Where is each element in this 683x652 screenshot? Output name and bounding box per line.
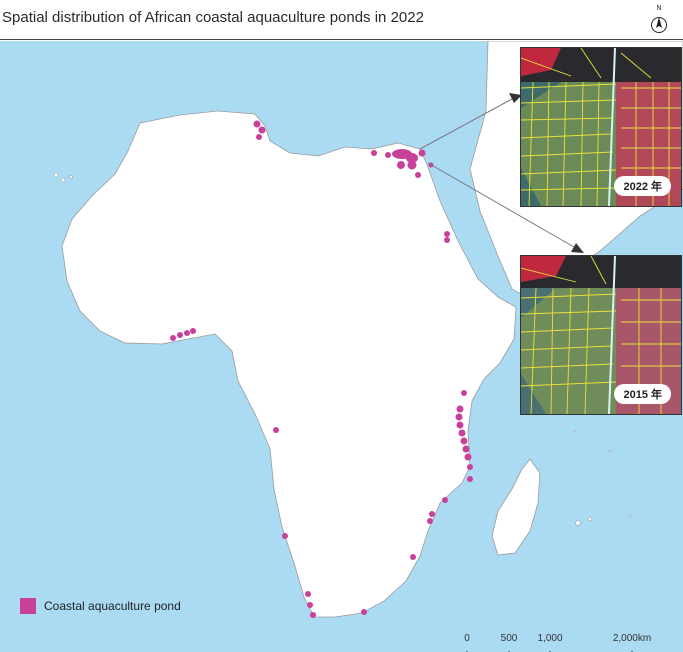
inset-leader-arrows xyxy=(419,93,584,253)
inset-2015[interactable]: 2015 年 xyxy=(520,255,682,415)
africa-continent xyxy=(61,110,517,618)
inset-2022-label: 2022 年 xyxy=(614,176,671,196)
inset-2015-label: 2015 年 xyxy=(614,384,671,404)
title-rule xyxy=(0,39,683,40)
scale-label-1000: 1,000 xyxy=(537,633,563,644)
north-label: N xyxy=(656,5,662,12)
scale-bar: 0 500 1,000 2,000km xyxy=(462,633,662,652)
legend-swatch xyxy=(20,598,36,614)
map-legend: Coastal aquaculture pond xyxy=(20,598,181,614)
legend-label: Coastal aquaculture pond xyxy=(44,599,181,613)
inset-2022[interactable]: 2022 年 xyxy=(520,47,682,207)
north-arrow-icon: N xyxy=(650,5,668,34)
map-frame[interactable]: 2022 年 2015 年 0 500 1,000 2,000km xyxy=(0,41,683,652)
scale-label-2000: 2,000km xyxy=(612,633,652,644)
map-header: Spatial distribution of African coastal … xyxy=(0,0,683,40)
scale-ticks xyxy=(466,651,633,652)
map-title: Spatial distribution of African coastal … xyxy=(2,9,424,26)
scale-label-500: 500 xyxy=(500,633,518,644)
small-islands xyxy=(53,172,632,526)
scale-label-0: 0 xyxy=(464,633,470,644)
madagascar xyxy=(491,458,541,556)
aquaculture-ponds xyxy=(170,120,473,618)
